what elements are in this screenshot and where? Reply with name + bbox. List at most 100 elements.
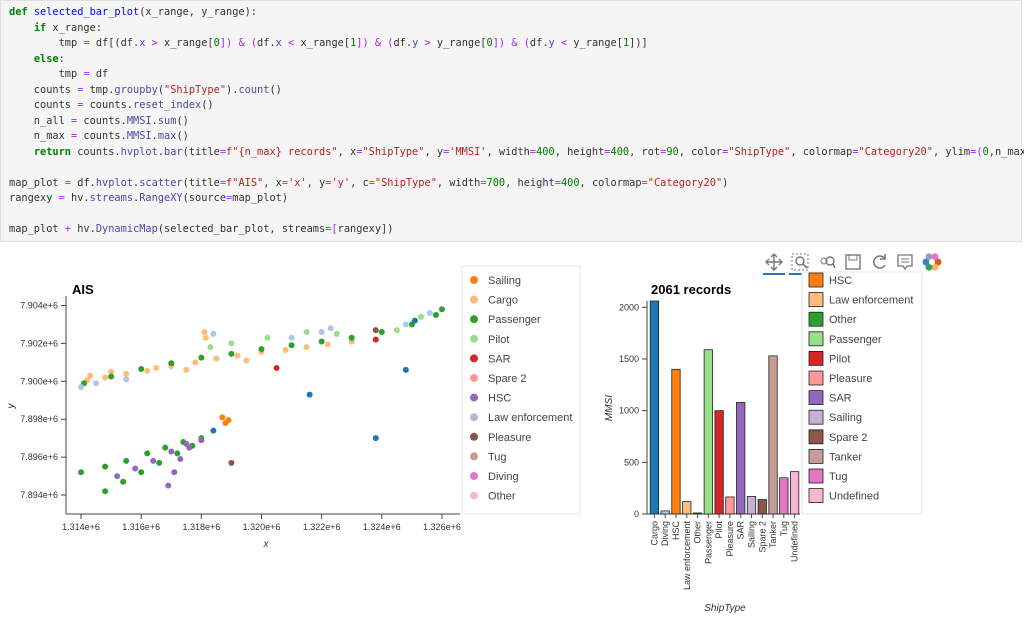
scatter-point bbox=[120, 478, 127, 485]
code-line bbox=[9, 207, 1021, 223]
scatter-point bbox=[213, 355, 220, 362]
bar bbox=[790, 471, 800, 515]
scatter-point bbox=[273, 365, 280, 372]
bar-x-tick-label: Tanker bbox=[768, 521, 778, 548]
save-icon[interactable] bbox=[845, 254, 861, 270]
scatter-point bbox=[144, 367, 151, 374]
lens-glyph bbox=[825, 256, 835, 266]
legend-label: Passenger bbox=[829, 334, 882, 346]
legend-marker bbox=[470, 452, 478, 461]
scatter-point bbox=[258, 346, 265, 353]
legend-marker bbox=[470, 491, 478, 500]
scatter-point bbox=[201, 329, 208, 336]
code-line bbox=[9, 160, 1021, 176]
wheel-zoom-icon[interactable] bbox=[820, 256, 836, 269]
legend-swatch bbox=[808, 488, 824, 504]
hover-glyph bbox=[897, 254, 913, 271]
scatter-point bbox=[177, 456, 184, 463]
bar-x-tick-label: Other bbox=[693, 521, 703, 544]
logo-petal bbox=[931, 263, 939, 271]
logo-petal bbox=[931, 253, 939, 261]
hover-icon[interactable] bbox=[894, 254, 916, 275]
logo-petal bbox=[925, 263, 933, 271]
bar-x-tick-label: SAR bbox=[736, 521, 746, 540]
bar bbox=[714, 410, 724, 515]
scatter-point bbox=[78, 469, 85, 476]
scatter-point bbox=[306, 391, 313, 398]
bar bbox=[768, 355, 778, 515]
legend-label: Tug bbox=[829, 471, 848, 483]
legend-swatch bbox=[808, 272, 824, 288]
scatter-point bbox=[417, 313, 424, 320]
bar-legend: HSC Law enforcement Other Passenger Pilot Ple… bbox=[801, 271, 923, 515]
bar-y-axis-label: MMSI bbox=[604, 395, 615, 421]
scatter-point bbox=[108, 373, 115, 380]
legend-label: Tug bbox=[488, 451, 507, 463]
scatter-point bbox=[303, 344, 310, 351]
legend-label: SAR bbox=[829, 393, 852, 405]
scatter-points bbox=[78, 306, 445, 495]
code-editor[interactable]: def selected_bar_plot(x_range, y_range):… bbox=[1, 1, 1024, 238]
y-tick-label: 7.896e+6 bbox=[20, 452, 58, 462]
legend-label: Spare 2 bbox=[488, 373, 527, 385]
legend-swatch bbox=[808, 331, 824, 347]
bar-title: 2061 records bbox=[651, 282, 731, 297]
code-line: counts = counts.reset_index() bbox=[9, 99, 214, 111]
y-tick-label: 7.900e+6 bbox=[20, 376, 58, 386]
scatter-point bbox=[228, 459, 235, 466]
scatter-point bbox=[288, 342, 295, 349]
legend-swatch bbox=[808, 311, 824, 327]
bar-y-tick-label: 1500 bbox=[619, 354, 639, 364]
scatter-chart: AIS 1.314e+6 1.316e+6 1.318e+6 1.320e+6 1.322… bbox=[6, 265, 581, 550]
legend-label: Other bbox=[829, 314, 857, 326]
scatter-point bbox=[324, 341, 331, 348]
scatter-point bbox=[219, 414, 226, 421]
scatter-point bbox=[372, 327, 379, 334]
bar bbox=[736, 401, 746, 515]
bar-x-tick-label: Law enforcement bbox=[682, 521, 692, 591]
legend-label: Sailing bbox=[488, 275, 521, 287]
scatter-point bbox=[198, 354, 205, 361]
scatter-point bbox=[192, 359, 199, 366]
bokeh-logo-icon[interactable] bbox=[922, 253, 942, 271]
x-tick-label: 1.320e+6 bbox=[243, 522, 281, 532]
scatter-point bbox=[207, 344, 214, 351]
code-line: tmp = df bbox=[9, 68, 109, 80]
legend-marker bbox=[470, 432, 478, 441]
scatter-point bbox=[225, 417, 232, 424]
plot-toolbar bbox=[763, 253, 942, 275]
x-tick-label: 1.324e+6 bbox=[363, 522, 401, 532]
scatter-point bbox=[123, 370, 130, 377]
bar-x-tick-label: Pilot bbox=[714, 521, 724, 539]
scatter-point bbox=[78, 383, 85, 390]
scatter-point bbox=[372, 435, 379, 442]
scatter-point bbox=[228, 350, 235, 357]
legend-marker bbox=[470, 393, 478, 402]
box-zoom-icon[interactable] bbox=[789, 253, 811, 275]
code-cell[interactable]: def selected_bar_plot(x_range, y_range):… bbox=[0, 0, 1024, 242]
reset-arrow bbox=[880, 254, 886, 260]
scatter-point bbox=[393, 327, 400, 334]
legend-swatch bbox=[808, 351, 824, 366]
scatter-point bbox=[318, 329, 325, 336]
pan-icon[interactable] bbox=[763, 253, 785, 275]
legend-label: Pleasure bbox=[488, 432, 531, 444]
legend-marker bbox=[470, 295, 478, 304]
scatter-point bbox=[348, 334, 355, 341]
wheel-glyph bbox=[820, 257, 828, 265]
legend-swatch bbox=[808, 468, 824, 484]
code-line: return counts.hvplot.bar(title=f"{n_max}… bbox=[33, 145, 1024, 158]
legend-label: Spare 2 bbox=[829, 432, 868, 444]
bar bbox=[692, 512, 703, 515]
legend-label: Diving bbox=[488, 471, 519, 483]
scatter-point bbox=[102, 374, 109, 381]
scatter-point bbox=[162, 444, 169, 451]
scatter-point bbox=[438, 306, 445, 313]
bar bbox=[703, 349, 713, 515]
scatter-point bbox=[372, 336, 379, 343]
reset-icon[interactable] bbox=[873, 254, 886, 269]
x-tick-label: 1.314e+6 bbox=[62, 522, 100, 532]
bar-x-tick-label: Tug bbox=[779, 521, 789, 536]
legend-label: Tanker bbox=[829, 451, 862, 463]
y-tick-label: 7.894e+6 bbox=[20, 490, 58, 500]
